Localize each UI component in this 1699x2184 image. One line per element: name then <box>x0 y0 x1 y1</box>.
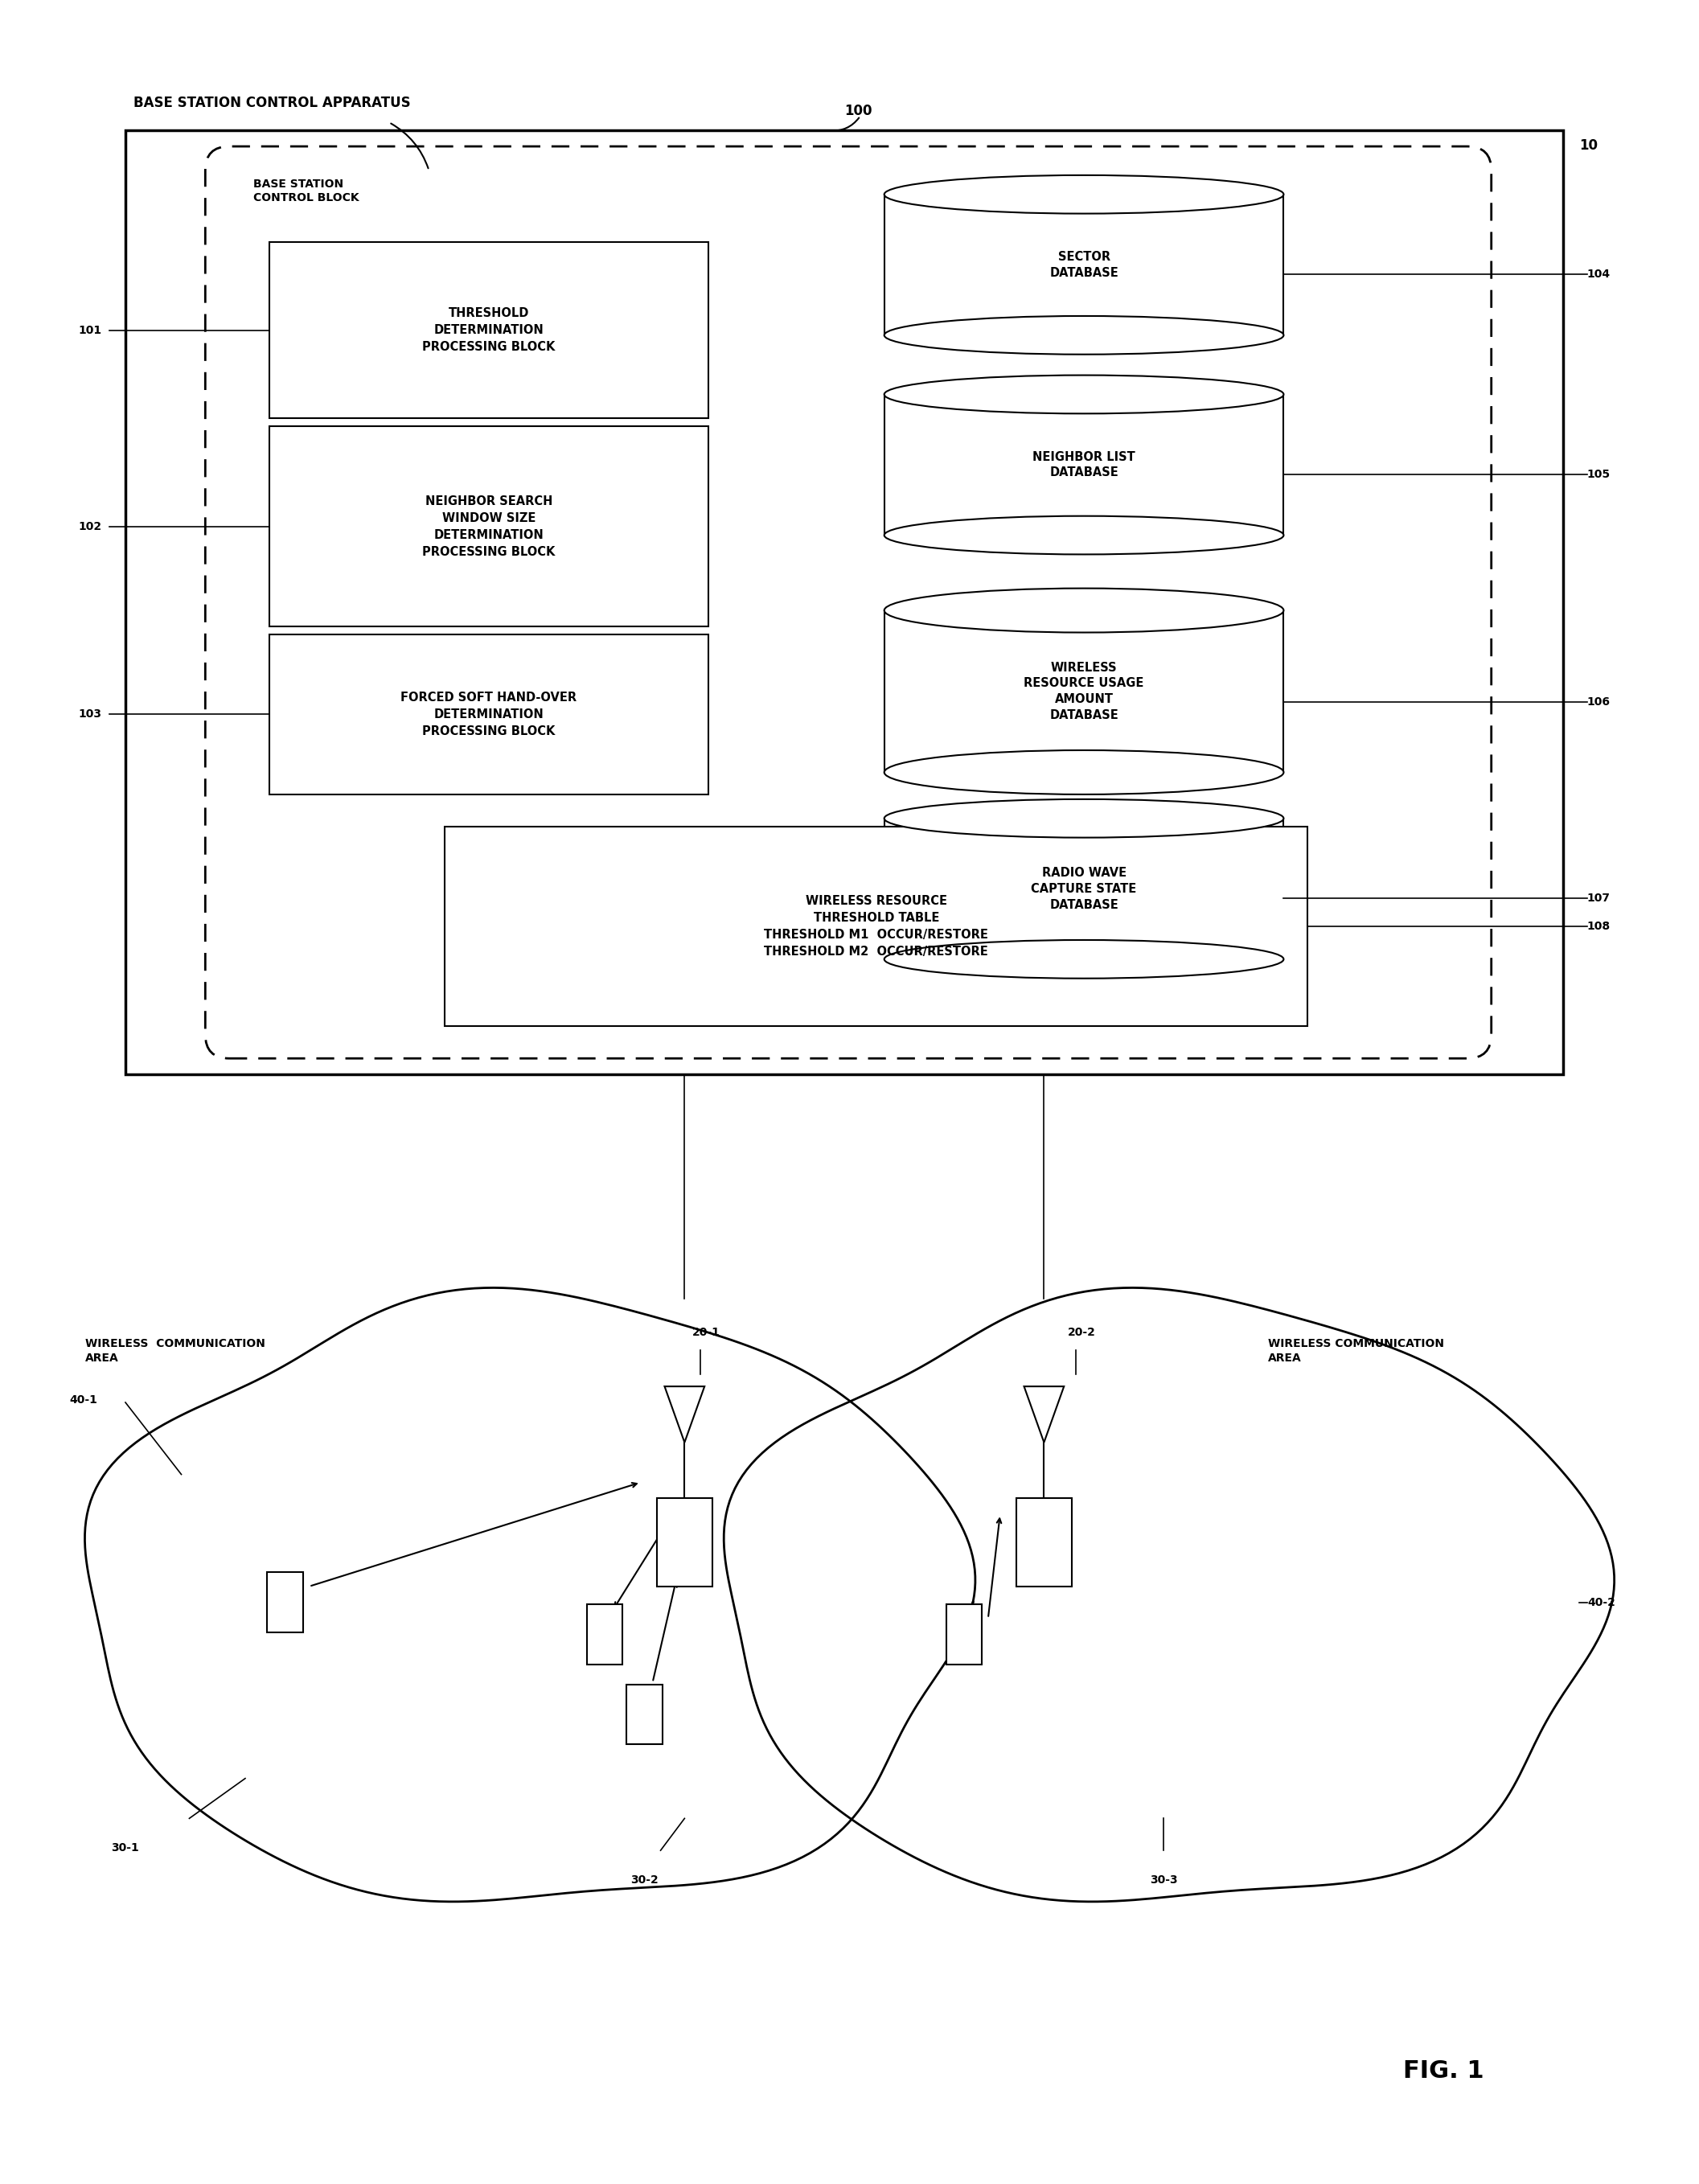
Text: 30-3: 30-3 <box>1150 1874 1177 1885</box>
Text: 40-1: 40-1 <box>70 1393 97 1406</box>
Bar <box>627 1684 663 1745</box>
Ellipse shape <box>883 587 1284 633</box>
Text: WIRELESS COMMUNICATION
AREA: WIRELESS COMMUNICATION AREA <box>1267 1339 1444 1363</box>
Bar <box>586 1605 622 1664</box>
Text: 107: 107 <box>1587 893 1611 904</box>
Text: 106: 106 <box>1587 697 1611 708</box>
Text: NEIGHBOR LIST
DATABASE: NEIGHBOR LIST DATABASE <box>1033 450 1135 478</box>
Text: SECTOR
DATABASE: SECTOR DATABASE <box>1050 251 1118 280</box>
Text: RADIO WAVE
CAPTURE STATE
DATABASE: RADIO WAVE CAPTURE STATE DATABASE <box>1031 867 1137 911</box>
Polygon shape <box>1024 1387 1064 1441</box>
Bar <box>883 395 1284 535</box>
Bar <box>883 609 1284 773</box>
Text: FORCED SOFT HAND-OVER
DETERMINATION
PROCESSING BLOCK: FORCED SOFT HAND-OVER DETERMINATION PROC… <box>401 692 578 738</box>
Ellipse shape <box>883 317 1284 354</box>
Ellipse shape <box>883 799 1284 839</box>
Text: 103: 103 <box>78 710 102 721</box>
Text: WIRELESS  COMMUNICATION
AREA: WIRELESS COMMUNICATION AREA <box>85 1339 265 1363</box>
Text: NEIGHBOR SEARCH
WINDOW SIZE
DETERMINATION
PROCESSING BLOCK: NEIGHBOR SEARCH WINDOW SIZE DETERMINATIO… <box>423 496 556 557</box>
Text: THRESHOLD
DETERMINATION
PROCESSING BLOCK: THRESHOLD DETERMINATION PROCESSING BLOCK <box>423 308 556 354</box>
FancyBboxPatch shape <box>206 146 1492 1059</box>
Ellipse shape <box>883 376 1284 413</box>
Bar <box>267 1572 302 1631</box>
Text: 30-2: 30-2 <box>630 1874 659 1885</box>
Text: 20-2: 20-2 <box>1069 1328 1096 1339</box>
Bar <box>883 819 1284 959</box>
Bar <box>268 426 708 627</box>
Text: 104: 104 <box>1587 269 1611 280</box>
Bar <box>656 1498 712 1586</box>
Ellipse shape <box>883 751 1284 795</box>
Text: 20-1: 20-1 <box>693 1328 720 1339</box>
Bar <box>883 194 1284 334</box>
Ellipse shape <box>883 515 1284 555</box>
Text: 40-2: 40-2 <box>1587 1597 1616 1607</box>
Bar <box>946 1605 982 1664</box>
Text: 105: 105 <box>1587 470 1611 480</box>
Ellipse shape <box>883 175 1284 214</box>
Text: BASE STATION
CONTROL BLOCK: BASE STATION CONTROL BLOCK <box>253 179 358 203</box>
Ellipse shape <box>883 939 1284 978</box>
Text: 101: 101 <box>78 325 102 336</box>
Text: BASE STATION CONTROL APPARATUS: BASE STATION CONTROL APPARATUS <box>134 96 411 111</box>
Bar <box>126 131 1563 1075</box>
Bar <box>1016 1498 1072 1586</box>
Text: WIRELESS RESOURCE
THRESHOLD TABLE
THRESHOLD M1  OCCUR/RESTORE
THRESHOLD M2  OCCU: WIRELESS RESOURCE THRESHOLD TABLE THRESH… <box>765 895 989 959</box>
Text: 10: 10 <box>1578 138 1597 153</box>
Text: 100: 100 <box>844 105 872 118</box>
Bar <box>445 826 1308 1026</box>
Bar <box>268 633 708 795</box>
Bar <box>268 242 708 419</box>
Polygon shape <box>664 1387 705 1441</box>
Text: WIRELESS
RESOURCE USAGE
AMOUNT
DATABASE: WIRELESS RESOURCE USAGE AMOUNT DATABASE <box>1024 662 1143 721</box>
Text: 30-1: 30-1 <box>112 1843 139 1854</box>
Text: 102: 102 <box>78 520 102 533</box>
Text: 108: 108 <box>1587 922 1611 933</box>
Text: FIG. 1: FIG. 1 <box>1403 2060 1485 2081</box>
